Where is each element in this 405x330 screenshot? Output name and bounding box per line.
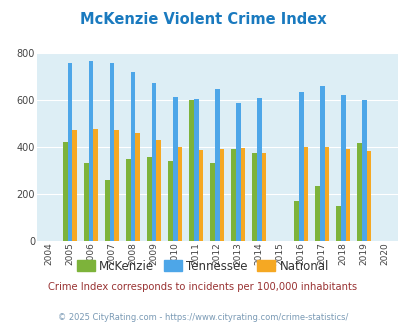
Bar	[93, 128, 98, 241]
Legend: McKenzie, Tennessee, National: McKenzie, Tennessee, National	[72, 255, 333, 278]
Bar	[135, 133, 140, 241]
Bar	[298, 92, 303, 241]
Bar	[168, 161, 173, 241]
Bar	[210, 163, 214, 241]
Bar	[156, 140, 161, 241]
Bar	[240, 148, 245, 241]
Bar	[151, 83, 156, 241]
Bar	[189, 100, 194, 241]
Text: McKenzie Violent Crime Index: McKenzie Violent Crime Index	[79, 12, 326, 26]
Bar	[173, 97, 177, 241]
Text: © 2025 CityRating.com - https://www.cityrating.com/crime-statistics/: © 2025 CityRating.com - https://www.city…	[58, 313, 347, 322]
Bar	[147, 157, 151, 241]
Bar	[324, 147, 328, 241]
Bar	[345, 149, 350, 241]
Bar	[68, 63, 72, 241]
Bar	[114, 130, 119, 241]
Bar	[315, 186, 319, 241]
Bar	[72, 130, 77, 241]
Bar	[110, 63, 114, 241]
Bar	[194, 99, 198, 241]
Bar	[63, 142, 68, 241]
Bar	[231, 149, 235, 241]
Bar	[340, 95, 345, 241]
Bar	[177, 147, 182, 241]
Bar	[361, 100, 366, 241]
Bar	[261, 153, 266, 241]
Bar	[294, 201, 298, 241]
Bar	[319, 86, 324, 241]
Bar	[235, 103, 240, 241]
Bar	[303, 147, 307, 241]
Bar	[198, 150, 202, 241]
Bar	[105, 180, 110, 241]
Bar	[89, 61, 93, 241]
Bar	[130, 72, 135, 241]
Bar	[126, 159, 130, 241]
Bar	[252, 153, 256, 241]
Text: Crime Index corresponds to incidents per 100,000 inhabitants: Crime Index corresponds to incidents per…	[48, 282, 357, 292]
Bar	[256, 98, 261, 241]
Bar	[214, 89, 219, 241]
Bar	[219, 149, 224, 241]
Bar	[366, 151, 370, 241]
Bar	[356, 143, 361, 241]
Bar	[335, 206, 340, 241]
Bar	[84, 163, 89, 241]
